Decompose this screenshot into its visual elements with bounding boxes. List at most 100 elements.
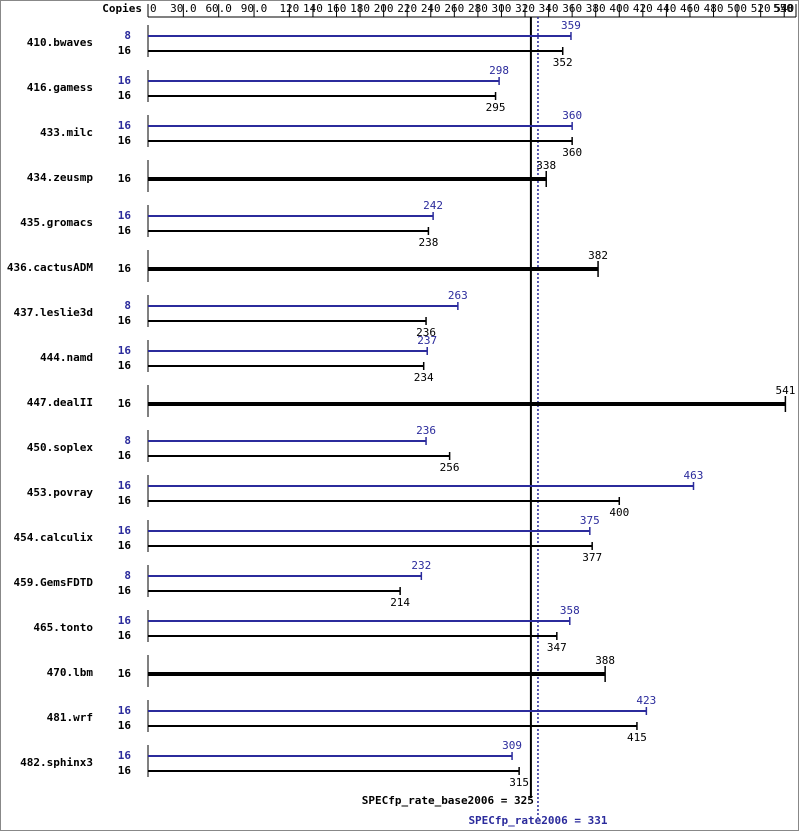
value-label: 236 (416, 424, 436, 437)
value-label: 298 (489, 64, 509, 77)
x-tick-label: 140 (303, 2, 323, 15)
copies-label: 16 (118, 262, 132, 275)
value-label: 238 (418, 236, 438, 249)
x-tick-label: 380 (586, 2, 606, 15)
x-tick-label: 240 (421, 2, 441, 15)
benchmark-name: 435.gromacs (20, 216, 93, 229)
x-tick-label: 30.0 (170, 2, 197, 15)
reference-label: SPECfp_rate2006 = 331 (468, 814, 607, 827)
copies-label: 16 (118, 667, 132, 680)
x-tick-label: 500 (727, 2, 747, 15)
x-tick-label: 260 (444, 2, 464, 15)
x-tick-label: 550 (773, 2, 793, 15)
x-tick-label: 320 (515, 2, 535, 15)
x-tick-label: 90.0 (241, 2, 268, 15)
value-label: 423 (636, 694, 656, 707)
copies-label: 16 (118, 134, 132, 147)
value-label: 400 (609, 506, 629, 519)
benchmark-name: 470.lbm (47, 666, 94, 679)
benchmark-name: 450.soplex (27, 441, 94, 454)
x-tick-label: 440 (656, 2, 676, 15)
value-label: 309 (502, 739, 522, 752)
x-tick-label: 520 (751, 2, 771, 15)
benchmark-name: 481.wrf (47, 711, 93, 724)
benchmark-name: 459.GemsFDTD (14, 576, 94, 589)
x-tick-label: 60.0 (205, 2, 232, 15)
x-tick-label: 420 (633, 2, 653, 15)
benchmark-name: 482.sphinx3 (20, 756, 93, 769)
copies-label: 16 (118, 344, 132, 357)
x-tick-label: 540 (774, 2, 794, 15)
value-label: 388 (595, 654, 615, 667)
copies-label: 16 (118, 479, 132, 492)
copies-label: 16 (118, 314, 132, 327)
copies-label: 8 (124, 434, 131, 447)
axis-label: Copies (102, 2, 142, 15)
x-tick-label: 400 (609, 2, 629, 15)
copies-label: 16 (118, 397, 132, 410)
value-label: 315 (509, 776, 529, 789)
copies-label: 8 (124, 569, 131, 582)
copies-label: 16 (118, 89, 132, 102)
value-label: 256 (440, 461, 460, 474)
reference-label: SPECfp_rate_base2006 = 325 (362, 794, 534, 807)
copies-label: 16 (118, 359, 132, 372)
copies-label: 16 (118, 719, 132, 732)
x-tick-label: 120 (279, 2, 299, 15)
value-label: 360 (562, 109, 582, 122)
copies-label: 16 (118, 704, 132, 717)
x-tick-label: 280 (468, 2, 488, 15)
x-tick-label: 360 (562, 2, 582, 15)
copies-label: 16 (118, 44, 132, 57)
benchmark-name: 433.milc (40, 126, 93, 139)
x-tick-label: 460 (680, 2, 700, 15)
value-label: 541 (775, 384, 795, 397)
copies-label: 16 (118, 74, 132, 87)
copies-label: 16 (118, 749, 132, 762)
copies-label: 16 (118, 172, 132, 185)
copies-label: 16 (118, 119, 132, 132)
x-tick-label: 0 (150, 2, 157, 15)
copies-label: 16 (118, 584, 132, 597)
benchmark-name: 434.zeusmp (27, 171, 94, 184)
x-tick-label: 180 (350, 2, 370, 15)
benchmark-name: 465.tonto (33, 621, 93, 634)
value-label: 338 (536, 159, 556, 172)
benchmark-name: 444.namd (40, 351, 93, 364)
value-label: 360 (562, 146, 582, 159)
value-label: 214 (390, 596, 410, 609)
copies-label: 16 (118, 209, 132, 222)
value-label: 295 (486, 101, 506, 114)
value-label: 375 (580, 514, 600, 527)
x-tick-label: 200 (374, 2, 394, 15)
copies-label: 16 (118, 614, 132, 627)
value-label: 377 (582, 551, 602, 564)
copies-label: 16 (118, 449, 132, 462)
copies-label: 16 (118, 764, 132, 777)
value-label: 234 (414, 371, 434, 384)
value-label: 237 (417, 334, 437, 347)
x-tick-label: 480 (704, 2, 724, 15)
benchmark-name: 436.cactusADM (7, 261, 93, 274)
copies-label: 16 (118, 539, 132, 552)
value-label: 352 (553, 56, 573, 69)
x-tick-label: 160 (327, 2, 347, 15)
copies-label: 16 (118, 224, 132, 237)
copies-label: 8 (124, 29, 131, 42)
value-label: 263 (448, 289, 468, 302)
benchmark-name: 447.dealII (27, 396, 93, 409)
value-label: 415 (627, 731, 647, 744)
copies-label: 8 (124, 299, 131, 312)
value-label: 232 (411, 559, 431, 572)
value-label: 236 (416, 326, 436, 339)
copies-label: 16 (118, 629, 132, 642)
benchmark-name: 416.gamess (27, 81, 93, 94)
benchmark-name: 437.leslie3d (14, 306, 93, 319)
copies-label: 16 (118, 524, 132, 537)
copies-label: 16 (118, 494, 132, 507)
value-label: 359 (561, 19, 581, 32)
value-label: 358 (560, 604, 580, 617)
value-label: 242 (423, 199, 443, 212)
